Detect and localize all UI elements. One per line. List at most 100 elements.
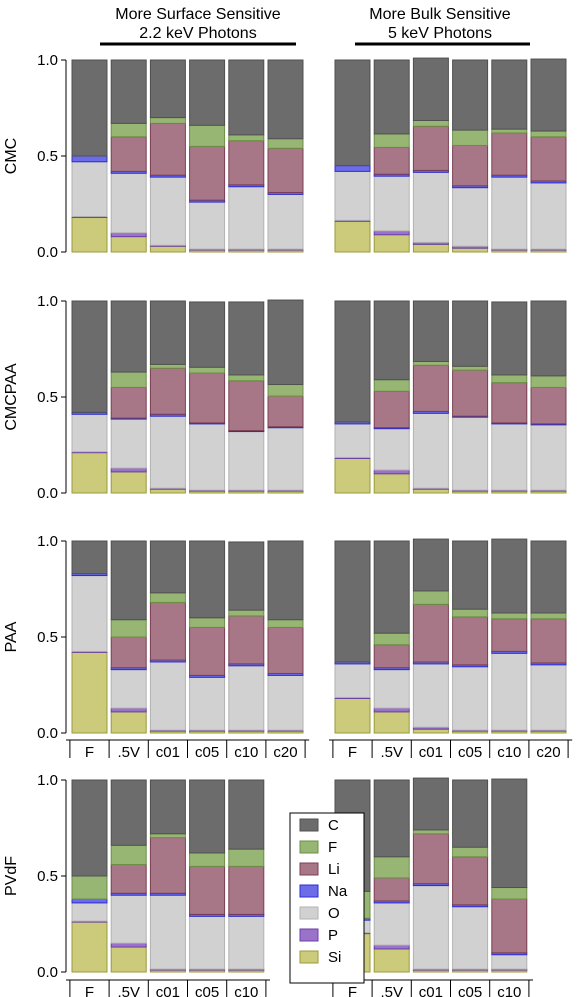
x-axis-row4-left: F .5V c01 c05 c10 xyxy=(66,979,270,997)
bar-c05 xyxy=(452,540,489,734)
segment-c xyxy=(228,541,265,611)
bar-c01 xyxy=(412,57,449,253)
segment-o xyxy=(452,187,489,247)
bar-.5V xyxy=(373,59,410,253)
x-tick-label: c01 xyxy=(156,744,180,761)
legend-label-si: Si xyxy=(328,949,341,966)
segment-li xyxy=(452,856,489,906)
segment-p xyxy=(373,707,410,713)
segment-c xyxy=(110,540,147,621)
segment-si xyxy=(452,247,489,253)
segment-si xyxy=(71,216,108,253)
legend-label-o: O xyxy=(328,905,340,922)
bar-c05 xyxy=(189,301,226,494)
segment-f xyxy=(412,360,449,366)
segment-li xyxy=(228,140,265,186)
segment-si xyxy=(373,234,410,253)
segment-si xyxy=(412,488,449,494)
x-tick-label: c20 xyxy=(536,744,560,761)
segment-c xyxy=(71,59,108,157)
segment-f xyxy=(412,590,449,605)
segment-li xyxy=(491,132,528,176)
segment-o xyxy=(334,663,371,698)
segment-na xyxy=(334,165,371,172)
segment-li xyxy=(110,863,147,894)
legend-swatch-f xyxy=(299,840,319,854)
segment-li xyxy=(412,833,449,885)
segment-c xyxy=(110,779,147,846)
segment-f xyxy=(452,608,489,618)
segment-c xyxy=(149,540,186,594)
segment-o xyxy=(452,906,489,970)
segment-o xyxy=(412,171,449,243)
segment-p xyxy=(373,469,410,475)
x-tick-label: c01 xyxy=(419,984,443,997)
segment-c xyxy=(373,300,410,381)
segment-li xyxy=(373,390,410,429)
segment-li xyxy=(530,386,567,425)
segment-o xyxy=(452,416,489,491)
segment-f xyxy=(491,128,528,134)
x-tick-label: .5V xyxy=(380,744,403,761)
row-paa: PAA 0.0 0.5 1.0 xyxy=(3,533,567,742)
bar-c10 xyxy=(228,59,265,253)
legend-label-li: Li xyxy=(328,861,340,878)
segment-p xyxy=(110,942,147,948)
panel-cmcpaa-5kev xyxy=(334,300,567,494)
segment-c xyxy=(412,57,449,121)
segment-o xyxy=(412,663,449,728)
bar-c05 xyxy=(452,59,489,253)
column-headers: More Surface Sensitive 2.2 keV Photons M… xyxy=(100,6,530,46)
segment-c xyxy=(530,58,567,132)
segment-o xyxy=(110,418,147,469)
segment-si xyxy=(110,236,147,253)
segment-f xyxy=(373,133,410,148)
segment-f xyxy=(373,856,410,879)
segment-o xyxy=(71,902,108,922)
segment-o xyxy=(412,885,449,970)
bar-c01 xyxy=(149,59,186,253)
segment-si xyxy=(110,946,147,973)
segment-o xyxy=(530,664,567,731)
x-axis-row4-right: F .5V c01 c05 c10 xyxy=(329,979,533,997)
segment-o xyxy=(110,894,147,944)
y-tick-label: 0.0 xyxy=(37,485,58,502)
y-tick-label: 0.0 xyxy=(37,725,58,742)
segment-c xyxy=(373,59,410,135)
bar-c10 xyxy=(491,538,528,734)
segment-li xyxy=(228,380,265,432)
x-axis-row3-left: F .5V c01 c05 c10 c20 xyxy=(66,739,310,761)
row-cmc: CMC 0.0 0.5 1.0 xyxy=(3,52,567,261)
segment-o xyxy=(189,201,226,250)
segment-li xyxy=(110,636,147,669)
segment-c xyxy=(491,59,528,130)
segment-f xyxy=(189,124,226,147)
segment-o xyxy=(110,669,147,709)
segment-li xyxy=(373,146,410,175)
segment-li xyxy=(267,626,304,674)
bar-.5V xyxy=(110,540,147,734)
segment-si xyxy=(149,488,186,494)
legend-swatch-c xyxy=(299,818,319,832)
segment-c xyxy=(71,540,108,575)
segment-f xyxy=(373,379,410,392)
y-tick-label: 0.5 xyxy=(37,148,58,165)
legend-label-c: C xyxy=(328,817,339,834)
segment-c xyxy=(228,779,265,850)
segment-c xyxy=(373,540,410,634)
segment-si xyxy=(373,473,410,494)
segment-f xyxy=(491,887,528,900)
bar-c01 xyxy=(149,300,186,494)
segment-o xyxy=(334,423,371,458)
bar-c10 xyxy=(228,541,265,734)
panel-paa-5kev xyxy=(334,538,567,734)
segment-f xyxy=(110,371,147,388)
segment-o xyxy=(267,193,304,250)
segment-o xyxy=(71,575,108,652)
segment-li xyxy=(149,122,186,176)
segment-f xyxy=(491,374,528,384)
bar-.5V xyxy=(373,779,410,973)
segment-o xyxy=(334,170,371,221)
bar-c20 xyxy=(530,58,567,253)
x-tick-label: c10 xyxy=(234,744,258,761)
